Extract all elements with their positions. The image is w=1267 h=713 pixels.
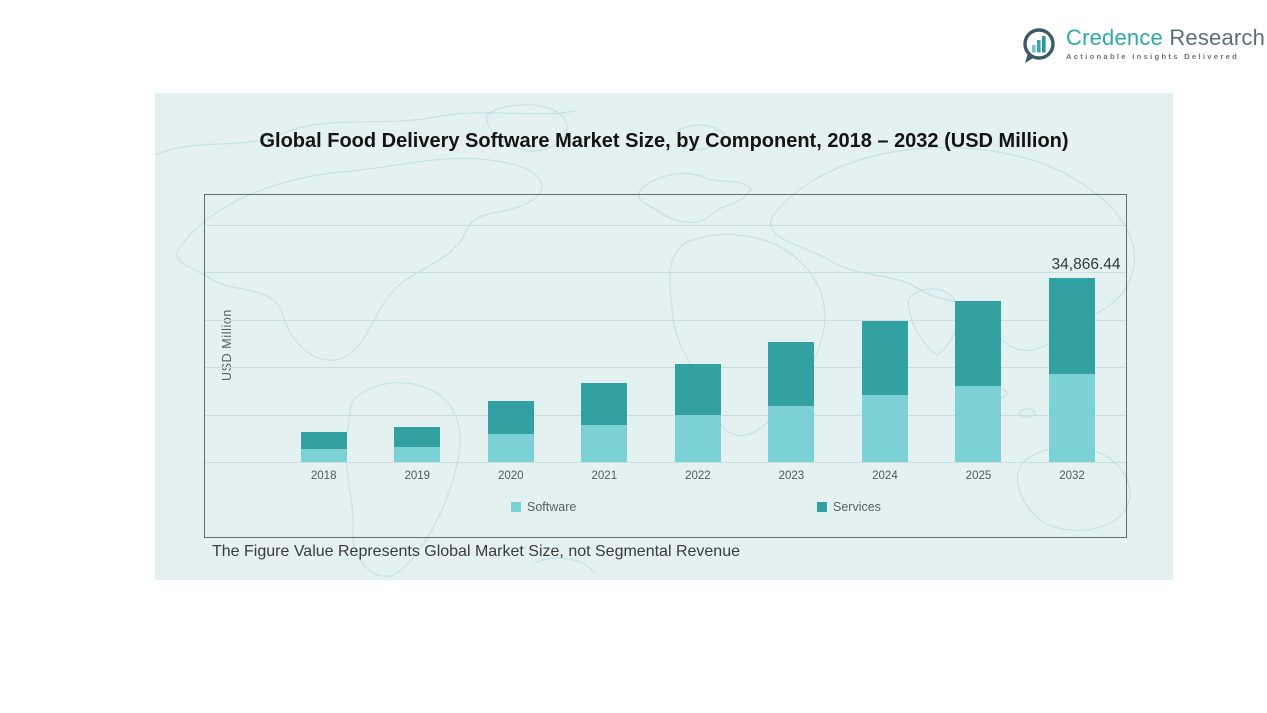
chart-title: Global Food Delivery Software Market Siz… [259, 130, 1069, 152]
bar-2022-software [674, 414, 721, 462]
legend-item-services: Services [817, 500, 881, 514]
bar-2019-services [394, 427, 441, 447]
gridline [205, 225, 1126, 226]
brand-text: Credence Research Actionable Insights De… [1066, 26, 1265, 62]
legend-swatch-software [511, 502, 521, 512]
bar-2018-services [300, 432, 347, 450]
bar-2018-software [300, 449, 347, 462]
bar-2020 [487, 401, 534, 462]
brand-name-primary: Credence [1066, 25, 1163, 50]
legend-label-services: Services [833, 500, 881, 514]
bar-2020-services [487, 401, 534, 434]
x-tick-label-2032: 2032 [1059, 470, 1085, 482]
bar-2021 [581, 382, 628, 462]
chart-footnote: The Figure Value Represents Global Marke… [212, 543, 740, 560]
bar-2020-software [487, 433, 534, 462]
bar-2024-services [861, 321, 908, 396]
x-tick-label-2020: 2020 [497, 470, 524, 482]
gridline [205, 367, 1126, 369]
bar-2018 [300, 432, 347, 462]
brand-tagline: Actionable Insights Delivered [1066, 52, 1240, 61]
x-tick-label-2022: 2022 [685, 470, 711, 482]
bar-2025-software [955, 385, 1002, 462]
gridline [205, 272, 1126, 274]
brand-name-secondary: Research [1169, 25, 1266, 50]
gridline [205, 319, 1126, 321]
bar-2025-services [955, 300, 1002, 386]
bar-2023-services [768, 341, 815, 406]
data-label-2032: 34,866.44 [1051, 256, 1121, 274]
bar-2021-services [581, 382, 628, 425]
bar-2019 [394, 427, 441, 462]
brand-logo: Credence Research Actionable Insights De… [1019, 26, 1265, 66]
x-tick-label-2024: 2024 [872, 470, 898, 482]
gridline [205, 462, 1126, 463]
bar-chart-bubble-icon [1023, 28, 1055, 63]
bar-2022 [674, 364, 721, 462]
bar-2022-services [674, 364, 721, 415]
bar-2023-software [768, 405, 815, 462]
bar-2024-software [861, 395, 908, 462]
legend-label-software: Software [527, 500, 577, 514]
bar-2023 [768, 341, 815, 462]
bar-2019-software [394, 446, 441, 462]
plot-area: USD Million 2018 2019 2020 2021 2022 2023 2024… [204, 194, 1127, 538]
bar-2032-software [1049, 373, 1096, 462]
y-axis-label: USD Million [220, 309, 234, 381]
brand-name: Credence Research [1066, 26, 1265, 50]
gridline [205, 414, 1126, 416]
chart-panel: Global Food Delivery Software Market Siz… [155, 93, 1173, 580]
legend-swatch-services [817, 502, 827, 512]
bar-2021-software [581, 424, 628, 462]
legend-item-software: Software [511, 500, 576, 514]
bar-2032-services [1049, 278, 1096, 374]
x-tick-label-2023: 2023 [778, 470, 805, 482]
x-tick-label-2019: 2019 [404, 470, 431, 482]
x-tick-label-2021: 2021 [591, 470, 618, 482]
x-tick-label-2025: 2025 [965, 470, 992, 482]
x-tick-label-2018: 2018 [310, 470, 337, 482]
bar-2024 [861, 321, 908, 462]
bar-2025 [955, 300, 1002, 462]
bar-2032 [1049, 278, 1096, 462]
